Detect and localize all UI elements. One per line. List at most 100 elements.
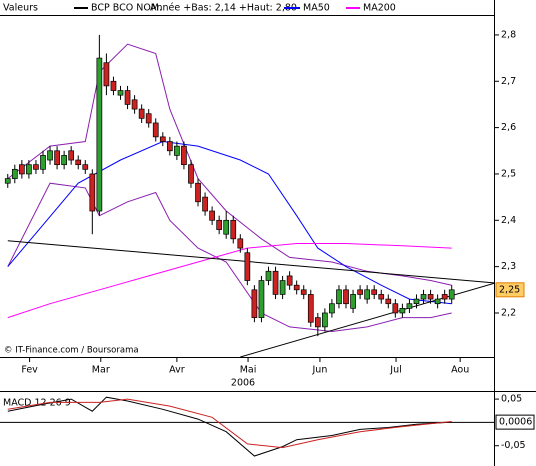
y-tick-label: 2,4: [501, 215, 516, 226]
x-tick-label: Jul: [389, 365, 401, 376]
bollinger-lower: [7, 182, 452, 333]
candle-body: [272, 270, 279, 295]
x-tick-label: Mar: [92, 365, 110, 376]
candle-body: [237, 238, 244, 249]
y-tick-label: -0,05: [501, 440, 526, 451]
candle-body: [265, 270, 272, 281]
candle-body: [329, 303, 335, 314]
candle-body: [399, 307, 406, 314]
y-tick-label: 2,3: [501, 261, 516, 272]
candle-body: [244, 252, 251, 281]
macd-line: [7, 396, 452, 457]
candle-body: [420, 294, 427, 300]
trendline: [7, 240, 494, 284]
candle-body: [75, 159, 82, 166]
last-price-box: [495, 282, 525, 298]
candle-body: [89, 173, 96, 212]
x-tick-label: Avr: [169, 365, 185, 376]
candle-body: [392, 303, 399, 314]
candle-body: [258, 280, 265, 318]
x-tick-label: Mai: [240, 365, 257, 376]
candle-body: [82, 164, 89, 170]
legend-label: MA200: [363, 3, 396, 14]
candle-body: [441, 294, 448, 300]
y-tick-label: 2,7: [501, 76, 516, 87]
candle-body: [378, 294, 385, 300]
candle-body: [286, 275, 293, 286]
watermark: © IT-Finance.com / Boursorama: [4, 346, 139, 356]
candle-body: [174, 145, 180, 156]
candle-body: [159, 136, 166, 142]
candle-body: [188, 164, 194, 184]
legend-label: BCP BCO NOM.: [91, 3, 162, 14]
subtitle: Année +Bas: 2,14 +Haut: 2,80: [150, 3, 297, 14]
x-tick-label: Jun: [312, 365, 328, 376]
candle-body: [138, 108, 145, 119]
y-tick-label: 2,6: [501, 122, 516, 133]
y-tick-label: 2,5: [501, 168, 516, 179]
candle-body: [103, 62, 110, 87]
candle-body: [314, 317, 321, 328]
candle-body: [209, 210, 215, 221]
candle-body: [202, 196, 208, 212]
candle-body: [357, 289, 363, 295]
main-plot: [4, 34, 494, 357]
candle-body: [117, 90, 124, 96]
candle-body: [293, 284, 300, 291]
candle-body: [413, 298, 420, 305]
candle-body: [448, 289, 455, 300]
candle-body: [33, 164, 39, 170]
macd-line: [7, 398, 452, 449]
candle-body: [11, 168, 18, 179]
candle-body: [18, 164, 25, 175]
candle-body: [427, 294, 434, 300]
candle-body: [230, 219, 237, 240]
candle-body: [40, 155, 46, 170]
candle-body: [279, 280, 286, 295]
candle-body: [152, 122, 159, 138]
candle-body: [181, 145, 187, 166]
candle-body: [322, 312, 328, 328]
x-axis-label: 2006: [231, 378, 255, 389]
candle-body: [223, 219, 230, 235]
legend-label: MA50: [303, 3, 330, 14]
candle-body: [131, 99, 138, 110]
candle-body: [343, 289, 349, 305]
last-price-label: 2,25: [499, 284, 520, 295]
macd-title: MACD 12 26 9: [3, 398, 71, 409]
moving-average: [7, 140, 452, 305]
candle-body: [166, 141, 173, 152]
candle-body: [216, 219, 223, 230]
candle-body: [300, 289, 307, 295]
candle-body: [406, 303, 413, 309]
candle-body: [68, 150, 75, 161]
candle-body: [195, 182, 201, 203]
candle-body: [4, 178, 11, 184]
y-tick-label: 2,2: [501, 307, 516, 318]
last-value-box: [495, 414, 535, 430]
candle-body: [371, 289, 378, 295]
x-tick-label: Fev: [21, 365, 38, 376]
candle-body: [364, 289, 371, 300]
candle-body: [110, 80, 117, 91]
candle-body: [26, 164, 32, 175]
candle-body: [47, 150, 53, 161]
candle-body: [350, 294, 356, 309]
candle-body: [96, 57, 103, 212]
x-tick-label: Aou: [451, 365, 469, 376]
y-tick-label: 0,05: [501, 394, 522, 405]
candle-body: [251, 289, 258, 318]
candle-body: [434, 298, 441, 305]
header: Valeurs: [3, 3, 38, 14]
candle-body: [385, 298, 392, 305]
candle-body: [307, 294, 314, 323]
last-value-label: 0,0006: [499, 417, 532, 428]
candle-body: [61, 155, 67, 166]
y-tick-label: 2,8: [501, 29, 516, 40]
moving-average: [7, 243, 452, 319]
candle-body: [336, 289, 342, 305]
candle-body: [124, 90, 131, 105]
candle-body: [145, 113, 152, 124]
candle-body: [54, 150, 60, 166]
